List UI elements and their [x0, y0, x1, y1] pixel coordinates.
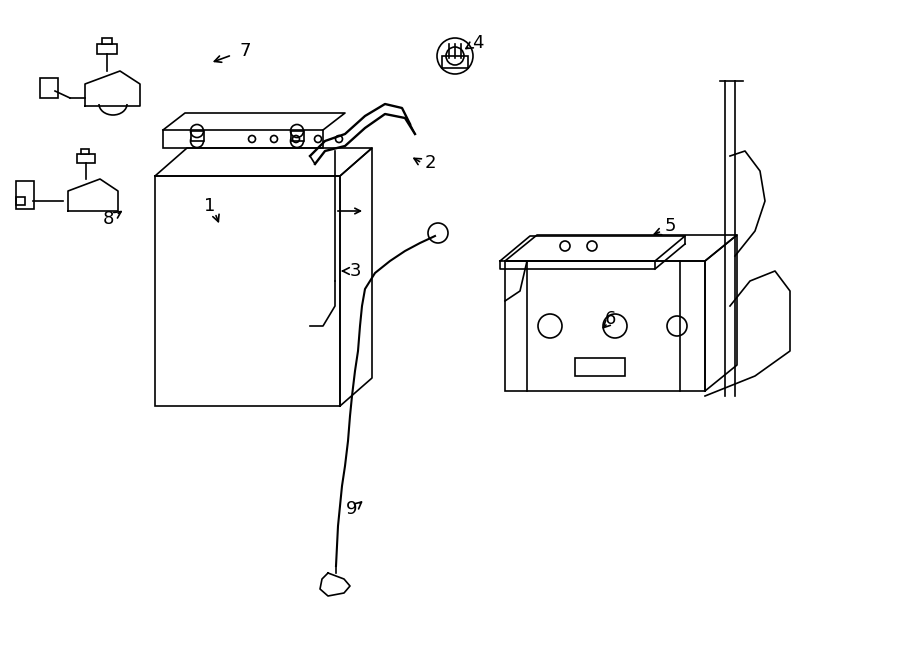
Text: 8: 8 — [103, 210, 113, 228]
Bar — [291, 131, 303, 141]
Bar — [575, 358, 625, 376]
Bar — [77, 154, 95, 163]
Bar — [40, 78, 58, 98]
Bar — [81, 149, 89, 154]
Bar — [155, 176, 340, 406]
Bar — [16, 197, 25, 205]
Text: 1: 1 — [204, 197, 216, 215]
Text: 5: 5 — [664, 217, 676, 235]
Bar — [102, 38, 112, 44]
Bar — [505, 261, 705, 391]
Text: 4: 4 — [472, 34, 484, 52]
Text: 2: 2 — [424, 154, 436, 172]
Bar — [163, 130, 323, 148]
Bar — [16, 181, 34, 209]
Text: 3: 3 — [349, 262, 361, 280]
Text: 7: 7 — [239, 42, 251, 60]
Text: 9: 9 — [346, 500, 358, 518]
Bar — [97, 44, 117, 54]
Bar — [442, 56, 468, 68]
Text: 6: 6 — [604, 310, 616, 328]
Bar — [191, 131, 203, 141]
